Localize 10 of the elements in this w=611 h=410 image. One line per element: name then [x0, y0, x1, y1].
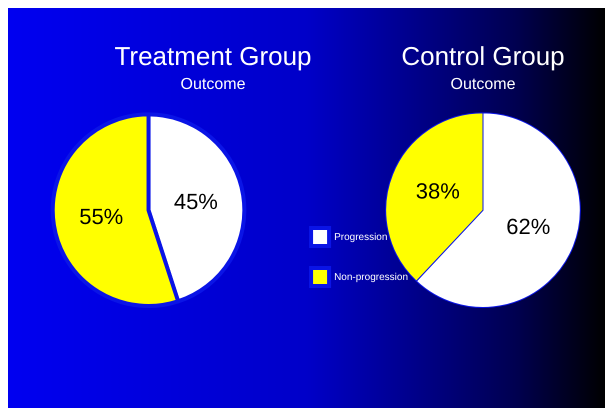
legend-label: Non-progression	[334, 272, 408, 283]
legend-label: Progression	[334, 232, 388, 243]
data-label: 55%	[79, 204, 124, 229]
chart-title: Control Group	[401, 40, 565, 71]
chart-title: Treatment Group	[114, 40, 312, 71]
chart-subtitle: Outcome	[180, 76, 246, 94]
chart-subtitle: Outcome	[450, 76, 516, 94]
data-label: 62%	[506, 214, 550, 240]
data-label: 45%	[174, 188, 218, 214]
data-label: 38%	[416, 178, 460, 204]
